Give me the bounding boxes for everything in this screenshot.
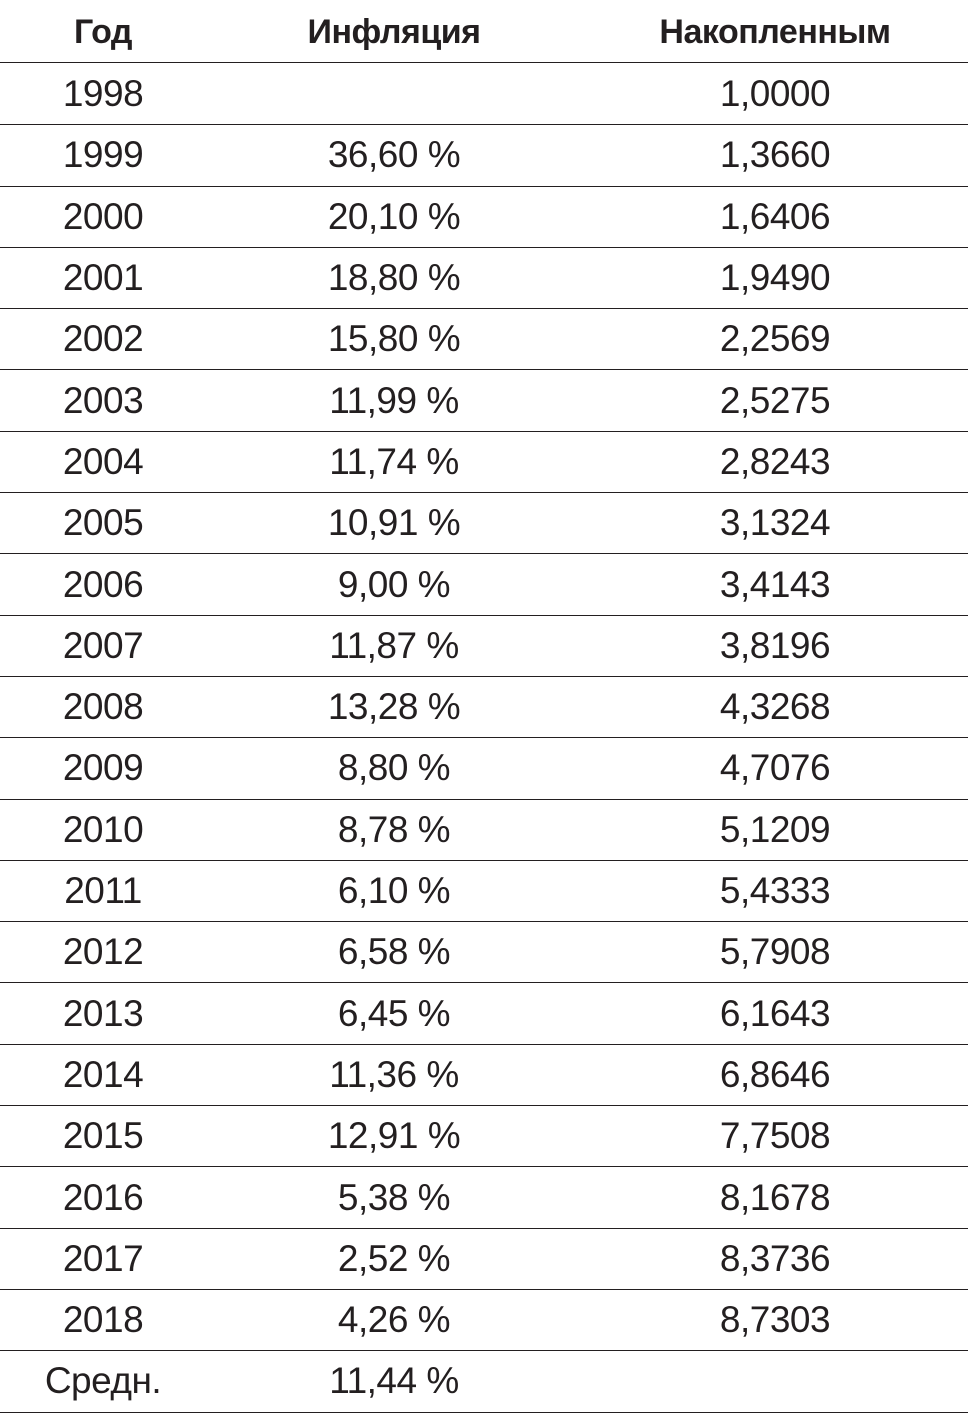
cell-year: 1998 xyxy=(62,73,144,115)
cell-inflation: 4,26 % xyxy=(337,1299,451,1341)
cell-inflation: 8,78 % xyxy=(337,808,451,850)
table-row: 2003 11,99 % 2,5275 xyxy=(0,371,968,432)
table-row: 2015 12,91 % 7,7508 xyxy=(0,1106,968,1168)
cell-year: 2007 xyxy=(62,624,144,666)
table-row: 2012 6,58 % 5,7908 xyxy=(0,922,968,984)
cell-year: 2011 xyxy=(64,870,142,912)
cell-year: 2018 xyxy=(62,1299,144,1341)
cell-year: 2008 xyxy=(62,686,144,728)
cell-accumulated: 2,2569 xyxy=(719,318,831,360)
cell-accumulated: 8,3736 xyxy=(719,1237,831,1279)
cell-inflation: 18,80 % xyxy=(327,257,461,299)
cell-inflation: 11,87 % xyxy=(329,624,459,666)
cell-inflation: 6,45 % xyxy=(337,992,451,1034)
table-row: 2005 10,91 % 3,1324 xyxy=(0,493,968,555)
cell-inflation: 20,10 % xyxy=(327,195,461,237)
cell-year: 2016 xyxy=(62,1176,144,1218)
table-row: 2006 9,00 % 3,4143 xyxy=(0,554,968,616)
cell-inflation: 2,52 % xyxy=(337,1237,451,1279)
table-row: 2013 6,45 % 6,1643 xyxy=(0,984,968,1045)
cell-inflation: 13,28 % xyxy=(327,686,461,728)
cell-accumulated: 7,7508 xyxy=(719,1115,831,1157)
cell-year: 2005 xyxy=(62,502,144,544)
cell-accumulated: 5,1209 xyxy=(719,808,831,850)
cell-year: 2003 xyxy=(62,379,144,421)
table-row: 1998 1,0000 xyxy=(0,64,968,126)
cell-year: 2017 xyxy=(62,1237,144,1279)
table-row: 2011 6,10 % 5,4333 xyxy=(0,861,968,923)
cell-inflation: 11,74 % xyxy=(329,440,459,482)
table-row: 2008 13,28 % 4,3268 xyxy=(0,677,968,739)
table-row: 2002 15,80 % 2,2569 xyxy=(0,309,968,371)
cell-year: 2001 xyxy=(62,257,144,299)
table-row: 2004 11,74 % 2,8243 xyxy=(0,432,968,494)
table-row: 2000 20,10 % 1,6406 xyxy=(0,187,968,248)
cell-inflation: 15,80 % xyxy=(327,318,461,360)
cell-year: 2010 xyxy=(62,808,144,850)
cell-year: Средн. xyxy=(44,1360,162,1402)
cell-year: 2014 xyxy=(62,1053,144,1095)
cell-year: 2006 xyxy=(62,563,144,605)
cell-accumulated: 1,3660 xyxy=(719,134,831,176)
cell-year: 2002 xyxy=(62,318,144,360)
cell-year: 2012 xyxy=(62,931,144,973)
cell-accumulated: 1,6406 xyxy=(719,195,831,237)
cell-inflation xyxy=(206,64,582,124)
cell-accumulated: 2,8243 xyxy=(719,440,831,482)
cell-inflation: 5,38 % xyxy=(337,1176,451,1218)
cell-inflation: 36,60 % xyxy=(327,134,461,176)
cell-year: 2004 xyxy=(62,440,144,482)
cell-accumulated: 3,8196 xyxy=(719,624,831,666)
cell-year: 1999 xyxy=(62,134,144,176)
cell-accumulated: 8,7303 xyxy=(719,1299,831,1341)
table-row: 2007 11,87 % 3,8196 xyxy=(0,616,968,677)
header-year: Год xyxy=(74,13,132,51)
cell-inflation: 11,36 % xyxy=(329,1053,459,1095)
cell-year: 2009 xyxy=(62,747,144,789)
cell-inflation: 12,91 % xyxy=(327,1115,461,1157)
header-accumulated: Накопленным xyxy=(659,13,891,51)
cell-accumulated: 6,1643 xyxy=(719,992,831,1034)
cell-inflation: 11,99 % xyxy=(329,379,459,421)
cell-accumulated: 4,7076 xyxy=(719,747,831,789)
table-row: 2017 2,52 % 8,3736 xyxy=(0,1229,968,1290)
cell-accumulated: 3,4143 xyxy=(719,563,831,605)
cell-accumulated: 2,5275 xyxy=(719,379,831,421)
cell-inflation: 10,91 % xyxy=(327,502,461,544)
cell-accumulated: 6,8646 xyxy=(719,1053,831,1095)
cell-year: 2013 xyxy=(62,992,144,1034)
cell-accumulated: 1,9490 xyxy=(719,257,831,299)
table-row: 2009 8,80 % 4,7076 xyxy=(0,738,968,800)
cell-accumulated: 8,1678 xyxy=(719,1176,831,1218)
cell-accumulated: 5,4333 xyxy=(719,870,831,912)
cell-year: 2015 xyxy=(62,1115,144,1157)
cell-accumulated: 1,0000 xyxy=(719,73,831,115)
table-header: Год Инфляция Накопленным xyxy=(0,3,968,63)
table-row: 2010 8,78 % 5,1209 xyxy=(0,800,968,861)
table-row: 2016 5,38 % 8,1678 xyxy=(0,1167,968,1229)
table-row: 1999 36,60 % 1,3660 xyxy=(0,125,968,187)
table-row: Средн. 11,44 % xyxy=(0,1351,968,1413)
cell-accumulated xyxy=(582,1351,968,1411)
cell-accumulated: 4,3268 xyxy=(719,686,831,728)
table-row: 2001 18,80 % 1,9490 xyxy=(0,248,968,310)
cell-inflation: 8,80 % xyxy=(337,747,451,789)
cell-inflation: 6,58 % xyxy=(337,931,451,973)
table-row: 2018 4,26 % 8,7303 xyxy=(0,1290,968,1352)
cell-accumulated: 5,7908 xyxy=(719,931,831,973)
cell-accumulated: 3,1324 xyxy=(719,502,831,544)
table-row: 2014 11,36 % 6,8646 xyxy=(0,1045,968,1107)
header-inflation: Инфляция xyxy=(307,13,481,51)
cell-inflation: 6,10 % xyxy=(337,870,451,912)
cell-inflation: 9,00 % xyxy=(337,563,451,605)
cell-year: 2000 xyxy=(62,195,144,237)
cell-inflation: 11,44 % xyxy=(329,1360,459,1402)
